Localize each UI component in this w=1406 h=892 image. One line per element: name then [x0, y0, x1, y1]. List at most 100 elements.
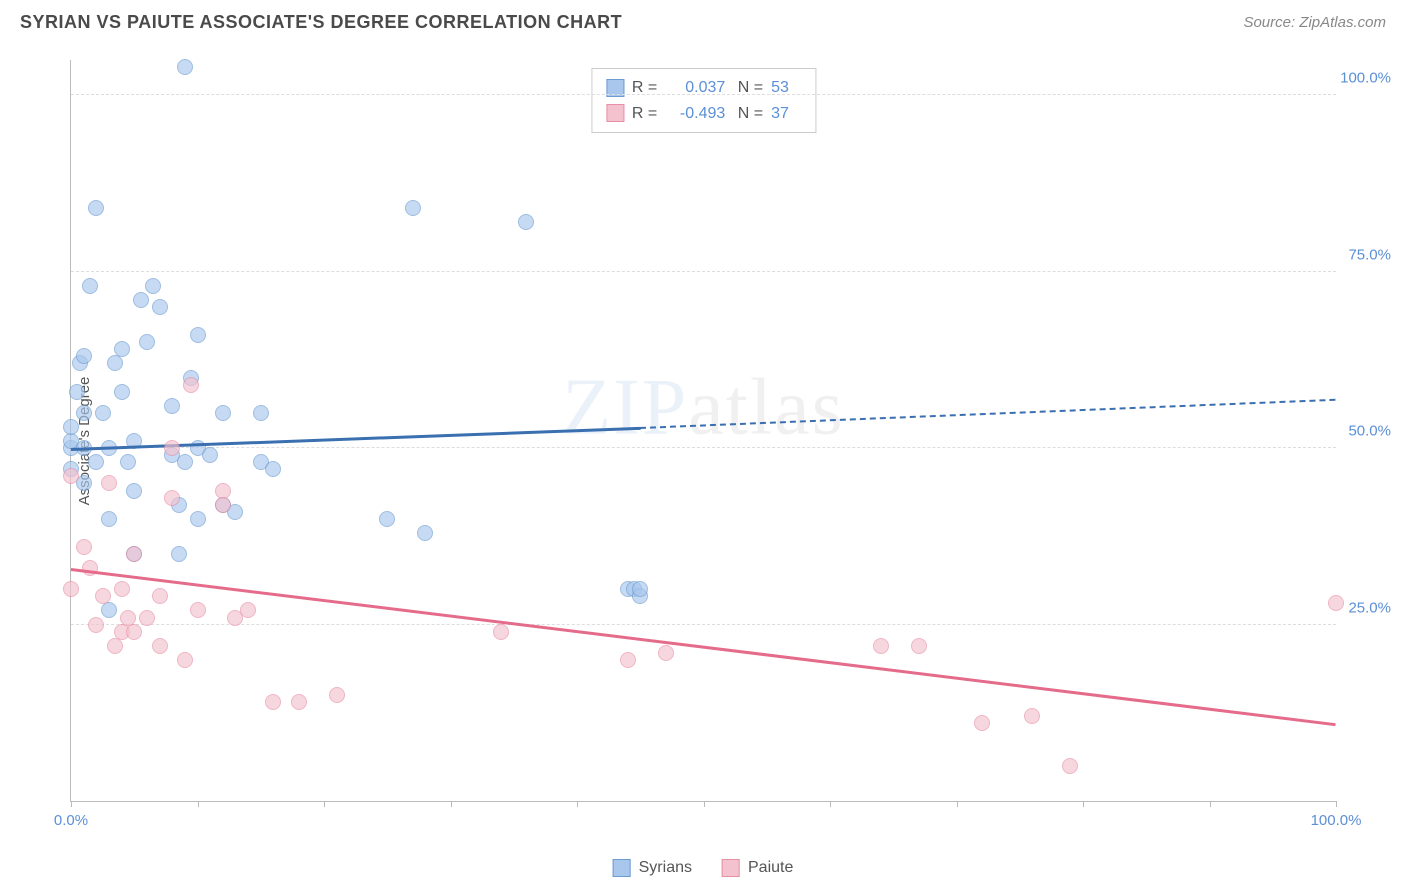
legend-label-paiute: Paiute: [748, 859, 793, 877]
legend-n-label: N =: [733, 101, 763, 127]
data-point: [171, 546, 187, 562]
watermark-atlas: atlas: [688, 364, 845, 452]
data-point: [107, 638, 123, 654]
data-point: [145, 278, 161, 294]
legend-r-label: R =: [632, 101, 657, 127]
data-point: [101, 511, 117, 527]
data-point: [1328, 595, 1344, 611]
data-point: [265, 461, 281, 477]
y-tick-label: 100.0%: [1340, 70, 1391, 87]
data-point: [114, 384, 130, 400]
data-point: [1062, 758, 1078, 774]
gridline: [71, 447, 1336, 448]
data-point: [95, 588, 111, 604]
x-tick: [1336, 801, 1337, 807]
legend-n-syrians: 53: [771, 75, 801, 101]
data-point: [76, 405, 92, 421]
gridline: [71, 94, 1336, 95]
x-tick-label: 0.0%: [54, 812, 88, 829]
header: SYRIAN VS PAIUTE ASSOCIATE'S DEGREE CORR…: [0, 0, 1406, 41]
data-point: [88, 617, 104, 633]
data-point: [202, 447, 218, 463]
data-point: [215, 405, 231, 421]
data-point: [183, 377, 199, 393]
data-point: [152, 638, 168, 654]
y-tick-label: 75.0%: [1348, 246, 1391, 263]
data-point: [177, 59, 193, 75]
x-tick: [198, 801, 199, 807]
data-point: [190, 327, 206, 343]
data-point: [329, 687, 345, 703]
data-point: [114, 581, 130, 597]
data-point: [126, 624, 142, 640]
data-point: [101, 475, 117, 491]
trend-line: [71, 568, 1336, 726]
data-point: [658, 645, 674, 661]
chart-title: SYRIAN VS PAIUTE ASSOCIATE'S DEGREE CORR…: [20, 12, 622, 33]
data-point: [291, 694, 307, 710]
data-point: [974, 715, 990, 731]
data-point: [139, 334, 155, 350]
legend-n-paiute: 37: [771, 101, 801, 127]
x-tick: [830, 801, 831, 807]
data-point: [152, 299, 168, 315]
legend-swatch-icon: [722, 859, 740, 877]
data-point: [240, 602, 256, 618]
data-point: [417, 525, 433, 541]
data-point: [82, 278, 98, 294]
data-point: [114, 341, 130, 357]
data-point: [190, 602, 206, 618]
legend-swatch-paiute: [606, 104, 624, 122]
data-point: [164, 398, 180, 414]
legend-row-paiute: R = -0.493 N = 37: [606, 101, 801, 127]
legend-swatch-icon: [613, 859, 631, 877]
data-point: [215, 497, 231, 513]
data-point: [63, 419, 79, 435]
correlation-legend: R = 0.037 N = 53 R = -0.493 N = 37: [591, 68, 816, 133]
watermark-zip: ZIP: [562, 364, 688, 452]
data-point: [88, 454, 104, 470]
y-tick-label: 50.0%: [1348, 423, 1391, 440]
data-point: [164, 440, 180, 456]
data-point: [405, 200, 421, 216]
gridline: [71, 271, 1336, 272]
data-point: [95, 405, 111, 421]
data-point: [493, 624, 509, 640]
x-tick: [704, 801, 705, 807]
data-point: [177, 454, 193, 470]
chart-container: Associate's Degree ZIPatlas R = 0.037 N …: [50, 50, 1386, 832]
data-point: [76, 348, 92, 364]
data-point: [190, 511, 206, 527]
data-point: [632, 581, 648, 597]
data-point: [101, 602, 117, 618]
x-tick: [324, 801, 325, 807]
x-tick: [1083, 801, 1084, 807]
data-point: [126, 546, 142, 562]
data-point: [1024, 708, 1040, 724]
watermark: ZIPatlas: [562, 363, 845, 454]
x-tick: [451, 801, 452, 807]
data-point: [265, 694, 281, 710]
x-tick: [1210, 801, 1211, 807]
trend-line-dash: [640, 399, 1336, 429]
data-point: [63, 468, 79, 484]
data-point: [177, 652, 193, 668]
data-point: [164, 490, 180, 506]
data-point: [518, 214, 534, 230]
source-label: Source: ZipAtlas.com: [1243, 14, 1386, 31]
data-point: [88, 200, 104, 216]
data-point: [253, 405, 269, 421]
data-point: [126, 483, 142, 499]
data-point: [63, 581, 79, 597]
legend-row-syrians: R = 0.037 N = 53: [606, 75, 801, 101]
data-point: [620, 652, 636, 668]
x-tick: [957, 801, 958, 807]
data-point: [873, 638, 889, 654]
data-point: [152, 588, 168, 604]
x-tick: [71, 801, 72, 807]
data-point: [107, 355, 123, 371]
legend-n-label: N =: [733, 75, 763, 101]
data-point: [139, 610, 155, 626]
data-point: [76, 539, 92, 555]
data-point: [133, 292, 149, 308]
